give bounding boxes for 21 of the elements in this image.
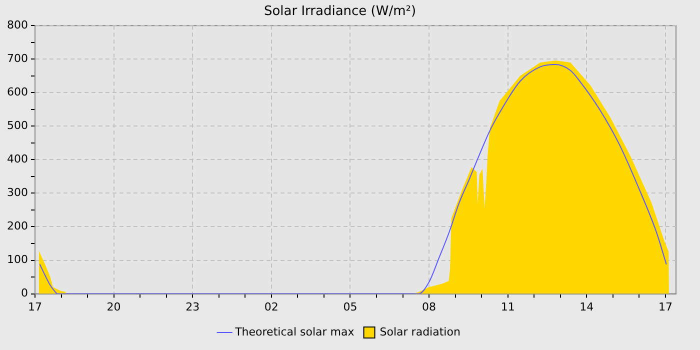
- x-tick-label: 23: [186, 300, 200, 314]
- x-tick-label: 14: [580, 300, 594, 314]
- x-tick-label: 02: [264, 300, 278, 314]
- x-tick-label: 08: [422, 300, 436, 314]
- chart-title: Solar Irradiance (W/m²): [264, 4, 416, 20]
- y-tick-label: 400: [6, 152, 28, 166]
- y-tick-label: 0: [20, 286, 28, 300]
- x-tick-label: 20: [106, 300, 121, 314]
- y-tick-label: 100: [6, 253, 28, 266]
- x-tick-label: 05: [343, 300, 358, 314]
- y-tick-label: 600: [6, 86, 28, 99]
- y-tick-label: 800: [6, 18, 28, 32]
- y-tick-label: 700: [6, 52, 28, 65]
- x-tick-label: 11: [500, 300, 515, 314]
- x-tick-label: 17: [658, 300, 672, 314]
- y-tick-label: 500: [6, 119, 28, 132]
- legend-label: Theoretical solar max: [234, 325, 355, 338]
- y-tick-label: 200: [6, 220, 28, 233]
- x-tick-label: 17: [28, 300, 42, 314]
- y-tick-label: 300: [6, 186, 28, 200]
- legend-label: Solar radiation: [380, 325, 460, 338]
